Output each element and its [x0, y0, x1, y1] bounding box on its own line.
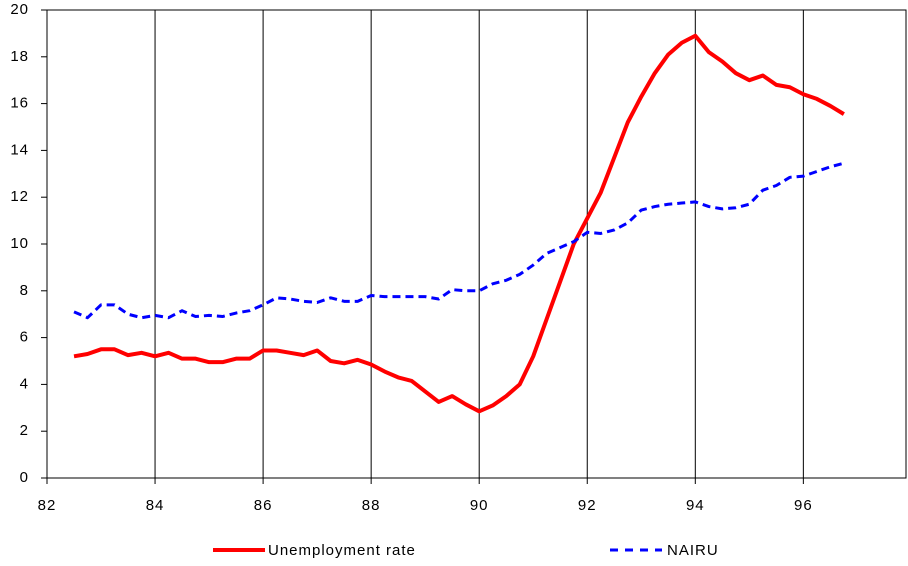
y-tick-label: 0 — [20, 469, 29, 486]
y-tick-label: 10 — [10, 235, 29, 252]
x-tick-label: 96 — [794, 497, 813, 514]
x-tick-label: 92 — [578, 497, 597, 514]
x-tick-label: 94 — [686, 497, 705, 514]
plot-frame — [46, 9, 907, 479]
y-tick-label: 12 — [10, 188, 29, 205]
y-tick-label: 18 — [10, 48, 29, 65]
y-tick-label: 14 — [10, 141, 29, 158]
y-tick-label: 16 — [10, 95, 29, 112]
x-tick-label: 88 — [362, 497, 381, 514]
y-tick-label: 4 — [20, 375, 29, 392]
x-tick-label: 86 — [254, 497, 273, 514]
x-tick-label: 90 — [470, 497, 489, 514]
series-line — [73, 161, 845, 320]
y-tick-label: 20 — [10, 1, 29, 18]
y-tick-label: 8 — [20, 282, 29, 299]
legend-label: NAIRU — [667, 542, 719, 559]
y-tick-label: 6 — [20, 329, 29, 346]
series-line — [73, 33, 845, 414]
x-tick-label: 82 — [38, 497, 57, 514]
y-tick-label: 2 — [20, 422, 29, 439]
legend-label: Unemployment rate — [268, 542, 416, 559]
x-tick-label: 84 — [146, 497, 165, 514]
